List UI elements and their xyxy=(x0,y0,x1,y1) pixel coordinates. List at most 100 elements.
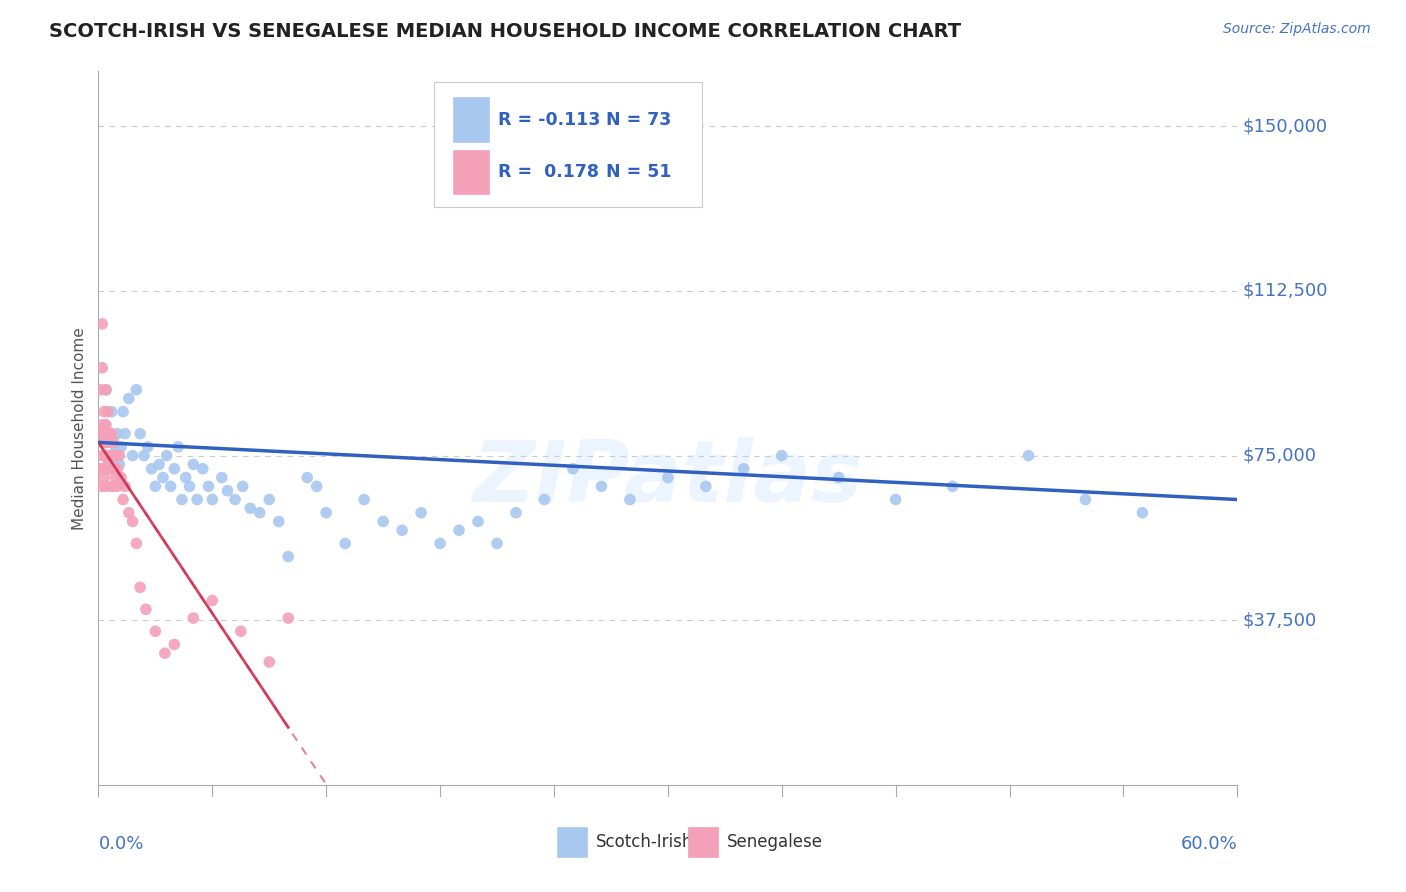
Point xyxy=(98,435,121,450)
Point xyxy=(267,515,290,529)
Point xyxy=(107,426,129,441)
Point xyxy=(167,440,190,454)
Point xyxy=(391,523,413,537)
Point xyxy=(591,479,613,493)
Text: $75,000: $75,000 xyxy=(1243,447,1317,465)
Point xyxy=(94,449,117,463)
Point xyxy=(121,515,143,529)
Point xyxy=(89,426,111,441)
Point xyxy=(371,515,394,529)
Point xyxy=(125,536,148,550)
Point xyxy=(104,470,127,484)
Point xyxy=(112,492,135,507)
Text: $112,500: $112,500 xyxy=(1243,282,1329,300)
Point xyxy=(91,317,114,331)
Point xyxy=(186,492,208,507)
Point xyxy=(136,440,159,454)
Point xyxy=(121,449,143,463)
Point xyxy=(97,449,120,463)
Point xyxy=(239,501,262,516)
Point xyxy=(201,593,224,607)
Point xyxy=(98,462,121,476)
Point xyxy=(94,383,117,397)
Point xyxy=(619,492,641,507)
Point xyxy=(135,602,157,616)
Point xyxy=(156,449,179,463)
Point xyxy=(297,470,319,484)
Point xyxy=(232,479,254,493)
Point xyxy=(259,492,281,507)
Point xyxy=(91,360,114,375)
Point xyxy=(467,515,489,529)
Text: R =  0.178: R = 0.178 xyxy=(498,163,599,181)
Point xyxy=(163,637,186,651)
Point xyxy=(486,536,509,550)
Text: Senegalese: Senegalese xyxy=(727,833,823,851)
Point xyxy=(183,611,205,625)
Point xyxy=(93,417,115,432)
Point xyxy=(91,479,114,493)
Point xyxy=(93,470,115,484)
Point xyxy=(97,426,120,441)
Point xyxy=(89,383,111,397)
Point xyxy=(828,470,851,484)
Point xyxy=(89,462,111,476)
Point xyxy=(103,435,125,450)
Text: R = -0.113: R = -0.113 xyxy=(498,111,600,128)
Text: N = 73: N = 73 xyxy=(606,111,672,128)
Point xyxy=(97,435,120,450)
Point xyxy=(93,426,115,441)
Point xyxy=(562,462,585,476)
Point xyxy=(145,479,167,493)
Point xyxy=(108,458,131,472)
Point xyxy=(145,624,167,639)
Text: N = 51: N = 51 xyxy=(606,163,672,181)
Point xyxy=(229,624,252,639)
Point xyxy=(277,611,299,625)
Point xyxy=(100,449,122,463)
Point xyxy=(100,426,122,441)
FancyBboxPatch shape xyxy=(557,827,586,857)
Point xyxy=(449,523,471,537)
Point xyxy=(259,655,281,669)
Point xyxy=(335,536,357,550)
Point xyxy=(129,426,152,441)
Point xyxy=(108,449,131,463)
Point xyxy=(224,492,246,507)
Text: Scotch-Irish: Scotch-Irish xyxy=(596,833,693,851)
Point xyxy=(118,392,141,406)
Point xyxy=(163,462,186,476)
Point xyxy=(191,462,214,476)
Point xyxy=(125,383,148,397)
Point xyxy=(107,479,129,493)
Text: ZIPatlas: ZIPatlas xyxy=(472,436,863,520)
Text: $150,000: $150,000 xyxy=(1243,117,1329,136)
Point xyxy=(1018,449,1040,463)
Point xyxy=(353,492,375,507)
Point xyxy=(505,506,527,520)
Point xyxy=(100,405,122,419)
Point xyxy=(179,479,201,493)
Point xyxy=(132,449,155,463)
Point xyxy=(129,580,152,594)
Point xyxy=(93,435,115,450)
Point xyxy=(657,470,679,484)
Point xyxy=(103,453,125,467)
Point xyxy=(107,462,129,476)
Point xyxy=(277,549,299,564)
Point xyxy=(94,417,117,432)
Point xyxy=(170,492,193,507)
Point xyxy=(94,449,117,463)
Point xyxy=(884,492,907,507)
FancyBboxPatch shape xyxy=(453,97,489,142)
Point xyxy=(201,492,224,507)
Point xyxy=(211,470,233,484)
Point xyxy=(94,383,117,397)
Point xyxy=(305,479,328,493)
Point xyxy=(249,506,271,520)
Point xyxy=(97,405,120,419)
Point xyxy=(97,426,120,441)
Point xyxy=(411,506,433,520)
Text: 60.0%: 60.0% xyxy=(1181,835,1237,853)
Point xyxy=(98,462,121,476)
